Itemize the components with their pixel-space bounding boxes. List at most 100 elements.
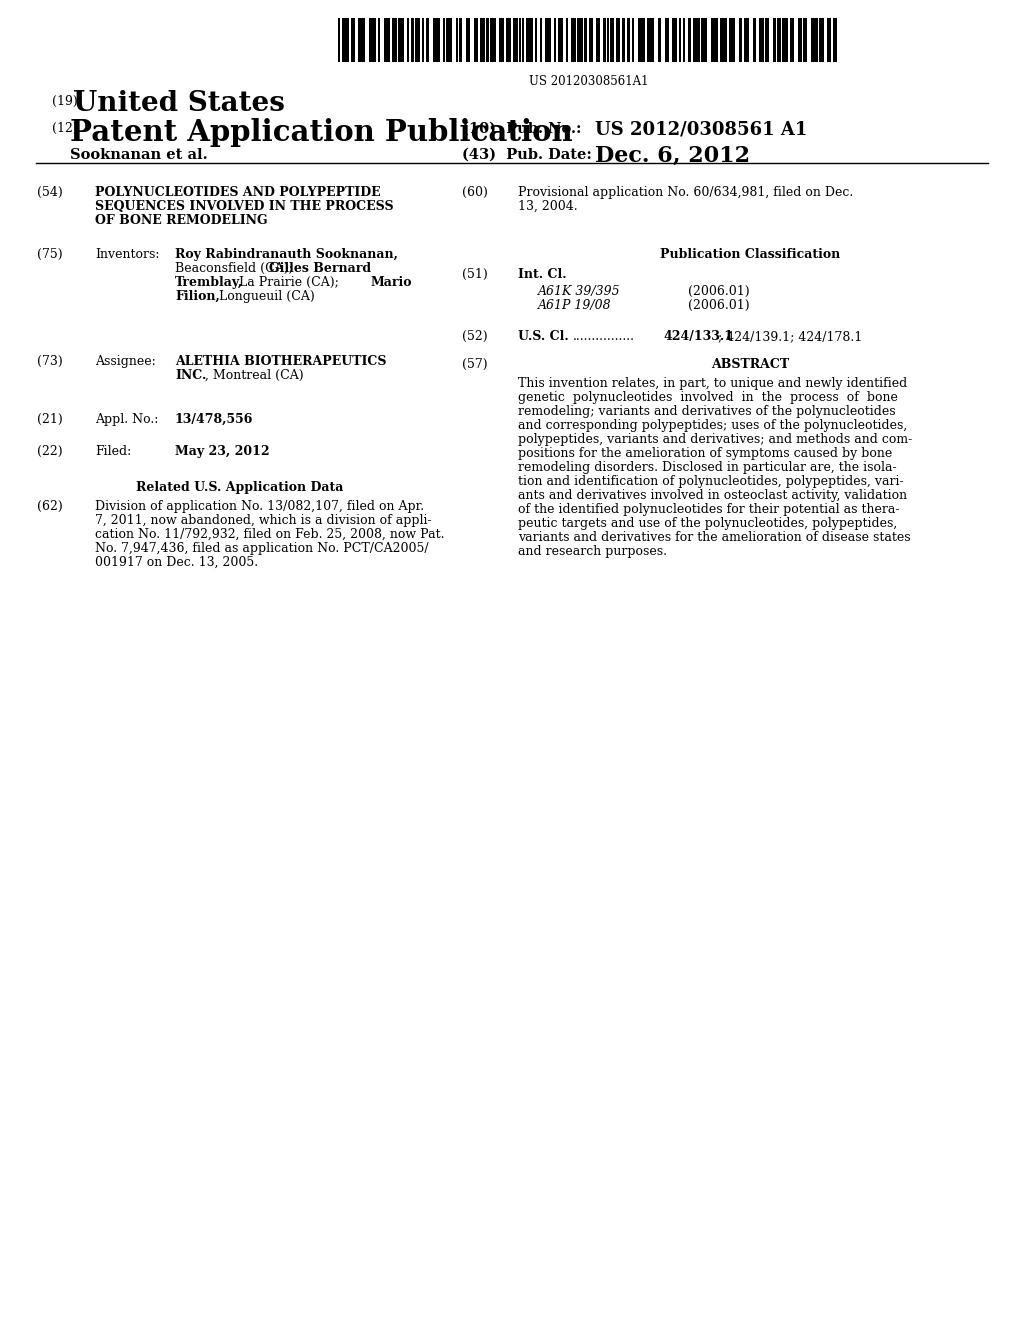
Bar (632, 18, 634, 62)
Bar (777, 18, 781, 62)
Bar (596, 18, 600, 62)
Text: Int. Cl.: Int. Cl. (518, 268, 566, 281)
Bar (422, 18, 424, 62)
Bar (753, 18, 756, 62)
Text: and research purposes.: and research purposes. (518, 545, 667, 558)
Bar (456, 18, 458, 62)
Text: of the identified polynucleotides for their potential as thera-: of the identified polynucleotides for th… (518, 503, 899, 516)
Bar (522, 18, 524, 62)
Text: remodeling disorders. Disclosed in particular are, the isola-: remodeling disorders. Disclosed in parti… (518, 461, 897, 474)
Text: (10)  Pub. No.:: (10) Pub. No.: (462, 121, 582, 136)
Text: Provisional application No. 60/634,981, filed on Dec.: Provisional application No. 60/634,981, … (518, 186, 853, 199)
Bar (446, 18, 452, 62)
Text: (12): (12) (52, 121, 78, 135)
Bar (433, 18, 440, 62)
Text: Roy Rabindranauth Sooknanan,: Roy Rabindranauth Sooknanan, (175, 248, 398, 261)
Text: , Montreal (CA): , Montreal (CA) (205, 370, 304, 381)
Text: (60): (60) (462, 186, 487, 199)
Bar (577, 18, 583, 62)
Text: This invention relates, in part, to unique and newly identified: This invention relates, in part, to uniq… (518, 378, 907, 389)
Text: variants and derivatives for the amelioration of disease states: variants and derivatives for the amelior… (518, 531, 910, 544)
Text: POLYNUCLEOTIDES AND POLYPEPTIDE: POLYNUCLEOTIDES AND POLYPEPTIDE (95, 186, 381, 199)
Text: INC.: INC. (175, 370, 207, 381)
Text: U.S. Cl.: U.S. Cl. (518, 330, 568, 343)
Bar (392, 18, 397, 62)
Text: Division of application No. 13/082,107, filed on Apr.: Division of application No. 13/082,107, … (95, 500, 424, 513)
Bar (415, 18, 420, 62)
Bar (744, 18, 749, 62)
Text: 7, 2011, now abandoned, which is a division of appli-: 7, 2011, now abandoned, which is a divis… (95, 513, 432, 527)
Text: (2006.01): (2006.01) (688, 285, 750, 298)
Text: Tremblay,: Tremblay, (175, 276, 244, 289)
Text: (73): (73) (37, 355, 62, 368)
Text: ; 424/139.1; 424/178.1: ; 424/139.1; 424/178.1 (718, 330, 862, 343)
Bar (411, 18, 414, 62)
Text: Filion,: Filion, (175, 290, 220, 304)
Bar (480, 18, 485, 62)
Bar (443, 18, 445, 62)
Text: 001917 on Dec. 13, 2005.: 001917 on Dec. 13, 2005. (95, 556, 258, 569)
Text: Beaconsfield (CA);: Beaconsfield (CA); (175, 261, 297, 275)
Bar (589, 18, 593, 62)
Text: US 20120308561A1: US 20120308561A1 (529, 75, 649, 88)
Bar (672, 18, 677, 62)
Bar (407, 18, 409, 62)
Text: remodeling; variants and derivatives of the polynucleotides: remodeling; variants and derivatives of … (518, 405, 896, 418)
Bar (499, 18, 504, 62)
Bar (711, 18, 718, 62)
Text: A61K 39/395: A61K 39/395 (538, 285, 621, 298)
Text: May 23, 2012: May 23, 2012 (175, 445, 269, 458)
Bar (369, 18, 376, 62)
Bar (506, 18, 511, 62)
Bar (535, 18, 537, 62)
Text: Sooknanan et al.: Sooknanan et al. (70, 148, 208, 162)
Bar (610, 18, 614, 62)
Text: (22): (22) (37, 445, 62, 458)
Bar (782, 18, 788, 62)
Text: ants and derivatives involved in osteoclast activity, validation: ants and derivatives involved in osteocl… (518, 488, 907, 502)
Bar (798, 18, 802, 62)
Text: Longueuil (CA): Longueuil (CA) (215, 290, 314, 304)
Bar (658, 18, 662, 62)
Bar (627, 18, 630, 62)
Bar (571, 18, 575, 62)
Text: and corresponding polypeptides; uses of the polynucleotides,: and corresponding polypeptides; uses of … (518, 418, 907, 432)
Bar (622, 18, 625, 62)
Bar (647, 18, 654, 62)
Bar (526, 18, 534, 62)
Bar (739, 18, 742, 62)
Bar (759, 18, 764, 62)
Bar (811, 18, 818, 62)
Bar (616, 18, 620, 62)
Text: ALETHIA BIOTHERAPEUTICS: ALETHIA BIOTHERAPEUTICS (175, 355, 386, 368)
Text: (57): (57) (462, 358, 487, 371)
Bar (384, 18, 390, 62)
Bar (693, 18, 700, 62)
Text: tion and identification of polynucleotides, polypeptides, vari-: tion and identification of polynucleotid… (518, 475, 903, 488)
Bar (338, 18, 340, 62)
Bar (720, 18, 727, 62)
Bar (558, 18, 563, 62)
Bar (519, 18, 521, 62)
Text: Mario: Mario (371, 276, 413, 289)
Text: Related U.S. Application Data: Related U.S. Application Data (136, 480, 344, 494)
Text: 424/133.1: 424/133.1 (663, 330, 733, 343)
Text: ABSTRACT: ABSTRACT (711, 358, 790, 371)
Bar (513, 18, 518, 62)
Bar (459, 18, 462, 62)
Text: polypeptides, variants and derivatives; and methods and com-: polypeptides, variants and derivatives; … (518, 433, 912, 446)
Bar (765, 18, 769, 62)
Bar (773, 18, 776, 62)
Text: (62): (62) (37, 500, 62, 513)
Bar (683, 18, 685, 62)
Text: (54): (54) (37, 186, 62, 199)
Text: United States: United States (73, 90, 285, 117)
Bar (603, 18, 606, 62)
Text: Patent Application Publication: Patent Application Publication (70, 117, 572, 147)
Bar (540, 18, 542, 62)
Text: US 2012/0308561 A1: US 2012/0308561 A1 (595, 120, 807, 139)
Text: Assignee:: Assignee: (95, 355, 156, 368)
Bar (545, 18, 551, 62)
Text: (51): (51) (462, 268, 487, 281)
Bar (486, 18, 489, 62)
